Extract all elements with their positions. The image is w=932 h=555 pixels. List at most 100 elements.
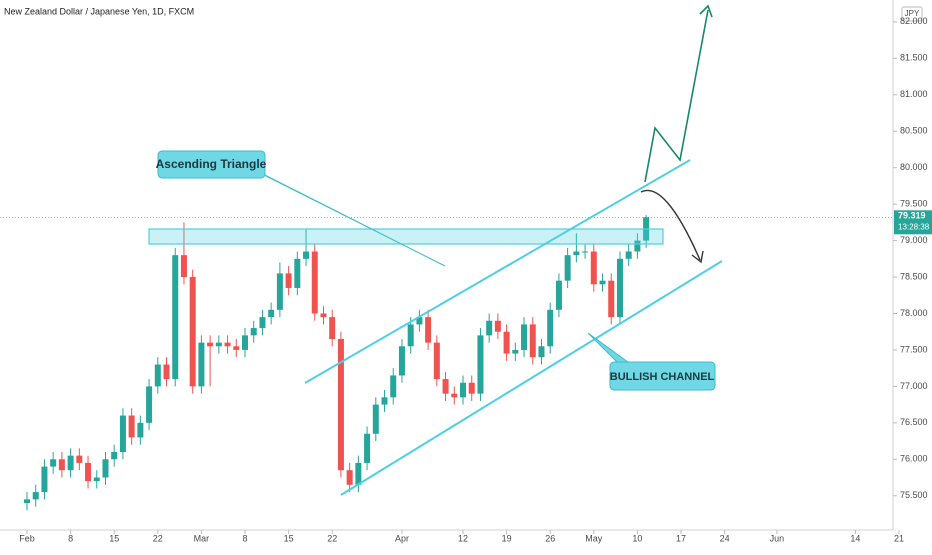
candle-body — [590, 251, 597, 285]
candle — [372, 397, 379, 442]
candle — [468, 375, 475, 401]
candle-body — [268, 309, 275, 318]
x-tick-label: 8 — [68, 533, 73, 543]
y-tick-label: 76.500 — [900, 417, 928, 427]
y-tick-label: 80.500 — [900, 126, 928, 136]
candle-body — [311, 251, 318, 314]
candle — [207, 335, 214, 387]
candle-body — [67, 455, 74, 471]
candle — [337, 331, 344, 478]
x-tick-label: 22 — [153, 533, 163, 543]
candle — [477, 328, 484, 401]
candle-body — [146, 386, 153, 423]
callout-box — [157, 150, 266, 179]
candle-body — [425, 317, 432, 343]
candle-body — [189, 277, 196, 387]
candle-body — [207, 342, 214, 347]
channel-lower — [340, 260, 723, 496]
x-tick-label: May — [585, 533, 603, 543]
candle — [494, 313, 501, 339]
candle-body — [224, 342, 231, 347]
candle — [146, 379, 153, 431]
candle — [93, 470, 100, 489]
candle-body — [433, 342, 440, 380]
candle — [329, 309, 336, 347]
candle — [198, 335, 205, 394]
candle — [346, 462, 353, 493]
candle — [460, 375, 466, 405]
candle-body — [320, 313, 327, 318]
candle — [555, 273, 562, 318]
callout-box — [609, 361, 716, 391]
candle — [137, 415, 144, 445]
candle-body — [163, 364, 170, 380]
candle-body — [259, 317, 266, 329]
candle — [582, 244, 589, 259]
candle-body — [486, 320, 493, 336]
candle — [85, 455, 92, 489]
candle-body — [460, 382, 466, 398]
x-tick-label: 17 — [676, 533, 686, 543]
candle — [608, 273, 615, 325]
candle — [433, 335, 440, 387]
y-tick-label: 75.500 — [900, 490, 928, 500]
y-tick-label: 81.000 — [900, 89, 928, 99]
candle — [128, 408, 135, 445]
last-price-tag — [894, 210, 932, 235]
candle — [111, 444, 118, 467]
candle — [154, 357, 161, 394]
candle-body — [76, 455, 83, 463]
candle-body — [233, 346, 240, 350]
candle — [355, 455, 362, 493]
candle — [364, 426, 371, 471]
candle-body — [119, 415, 126, 452]
x-tick-label: 21 — [894, 533, 904, 543]
candle — [407, 317, 414, 354]
candle — [119, 408, 126, 460]
candle-body — [154, 364, 161, 387]
drawings: Ascending Triangle BULLISH CHANNEL — [148, 4, 723, 496]
projection-arrowhead — [699, 4, 713, 18]
candle — [425, 309, 432, 350]
candle — [442, 371, 449, 401]
y-tick-label: 78.500 — [900, 271, 928, 281]
candle — [634, 233, 641, 259]
candle-body — [355, 462, 362, 485]
candle-body — [573, 251, 580, 256]
candle — [50, 451, 57, 474]
candle-body — [337, 338, 344, 471]
candle — [276, 262, 283, 318]
candle-body — [538, 346, 545, 358]
candle — [233, 338, 240, 358]
candle-body — [85, 462, 92, 482]
x-tick-label: Apr — [395, 533, 409, 543]
candle-body — [407, 324, 414, 347]
candle-body — [24, 499, 30, 504]
candle-body — [521, 324, 528, 350]
candle — [625, 244, 632, 267]
candle — [303, 229, 310, 267]
candle — [416, 309, 423, 332]
y-tick-label: 80.000 — [900, 162, 928, 172]
candle-body — [180, 255, 187, 278]
y-tick-label: 77.500 — [900, 344, 928, 354]
candle — [486, 313, 493, 343]
candle-body — [364, 433, 371, 463]
candle-body — [285, 273, 292, 288]
candle — [268, 302, 275, 325]
y-tick-label: 82.000 — [900, 16, 928, 26]
y-tick-label: 79.500 — [900, 199, 928, 209]
candle-body — [329, 317, 336, 339]
x-tick-label: 15 — [109, 533, 119, 543]
candle-body — [564, 255, 571, 281]
candle — [189, 269, 196, 394]
countdown: 13:28:38 — [898, 222, 930, 231]
candle-body — [616, 258, 623, 318]
candle-body — [468, 382, 475, 394]
candle-body — [494, 320, 501, 332]
candle — [76, 448, 83, 471]
candle-body — [50, 459, 57, 467]
candle-body — [198, 342, 205, 387]
